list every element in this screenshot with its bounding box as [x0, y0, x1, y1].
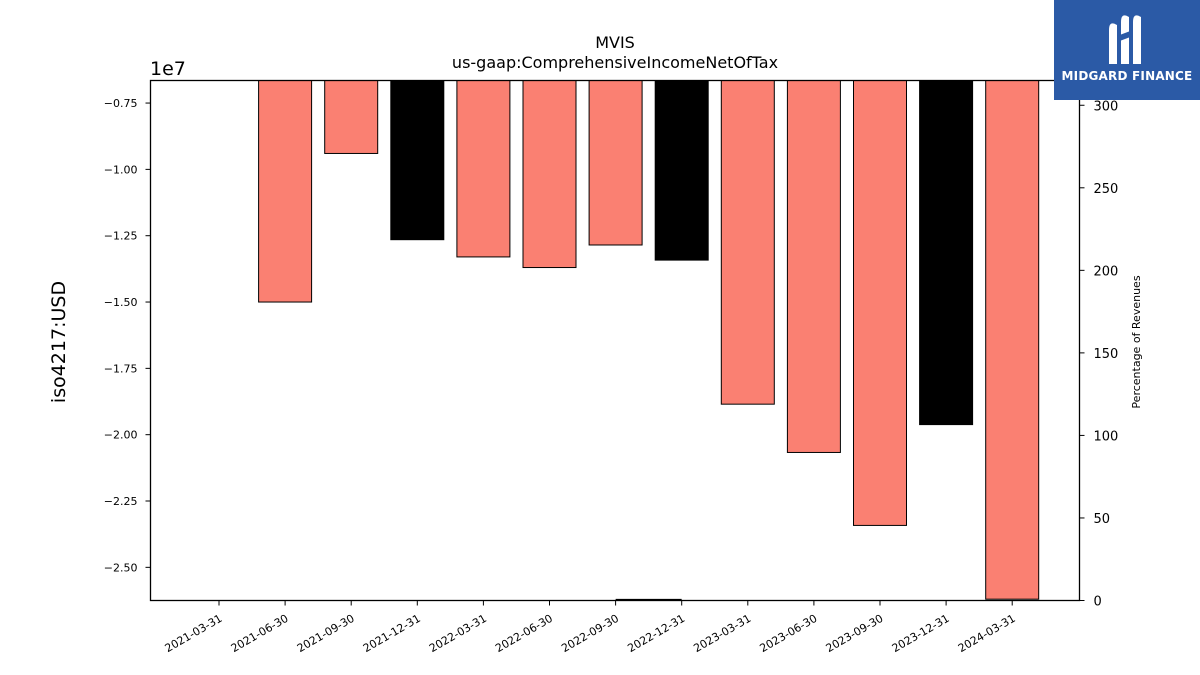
bar-2022-03-31: [456, 80, 511, 258]
y2-tick-label: 300: [1094, 99, 1119, 114]
bar-2023-12-31: [919, 80, 974, 426]
x-tick-label: 2023-03-31: [691, 612, 753, 655]
x-tick-label: 2021-03-31: [163, 612, 225, 655]
bar-2023-06-30: [786, 80, 841, 453]
bar-2021-12-31: [390, 80, 445, 241]
y2-tick-label: 200: [1094, 264, 1119, 279]
bar-2023-09-30: [853, 80, 907, 526]
bar-2022-12-31: [654, 80, 709, 261]
y-tick-label: −2.00: [104, 429, 138, 442]
x-tick-label: 2022-12-31: [625, 612, 687, 655]
bar-2021-09-30: [324, 80, 379, 154]
y2-tick-label: 250: [1094, 182, 1119, 197]
y-tick-label: −2.25: [104, 495, 138, 508]
y-axis-label: iso4217:USD: [48, 281, 70, 403]
x-tick-label: 2024-03-31: [956, 612, 1018, 655]
x-tick-label: 2022-09-30: [559, 612, 621, 655]
y2-axis-label: Percentage of Revenues: [1130, 275, 1143, 408]
x-tick-label: 2023-09-30: [824, 612, 886, 655]
x-tick-label: 2021-06-30: [229, 612, 291, 655]
x-tick-label: 2021-09-30: [295, 612, 357, 655]
y-tick-label: −1.75: [104, 362, 138, 375]
y2-tick-label: 0: [1094, 595, 1102, 610]
y-tick-label: −1.00: [104, 163, 138, 176]
bar-2022-06-30: [522, 80, 577, 269]
logo-text: MIDGARD FINANCE: [1061, 69, 1193, 83]
x-tick-label: 2021-12-31: [361, 612, 423, 655]
y2-tick-label: 150: [1094, 347, 1119, 362]
bar-2021-06-30: [258, 80, 313, 303]
y-offset-label: 1e7: [150, 58, 186, 80]
y2-tick-label: 100: [1094, 429, 1119, 444]
y2-tick-label: 50: [1094, 512, 1111, 527]
bar-2023-03-31: [720, 80, 775, 405]
x-tick-label: 2023-12-31: [890, 612, 952, 655]
y-tick-label: −1.25: [104, 230, 138, 243]
x-tick-label: 2022-06-30: [493, 612, 555, 655]
chart-subtitle: us-gaap:ComprehensiveIncomeNetOfTax: [452, 53, 778, 72]
bar-2022-09-30: [588, 80, 643, 246]
x-tick-label: 2022-03-31: [427, 612, 489, 655]
bar-2024-03-31: [985, 80, 1040, 600]
chart-title: MVIS: [595, 33, 635, 52]
x-tick-label: 2023-06-30: [758, 612, 820, 655]
plot-frame: [149, 79, 1081, 602]
midgard-finance-logo: MIDGARD FINANCE: [1054, 0, 1200, 100]
y-tick-label: −2.50: [104, 561, 138, 574]
midgard-logo-icon: [1109, 15, 1141, 65]
y-tick-label: −0.75: [104, 97, 138, 110]
y-tick-label: −1.50: [104, 296, 138, 309]
